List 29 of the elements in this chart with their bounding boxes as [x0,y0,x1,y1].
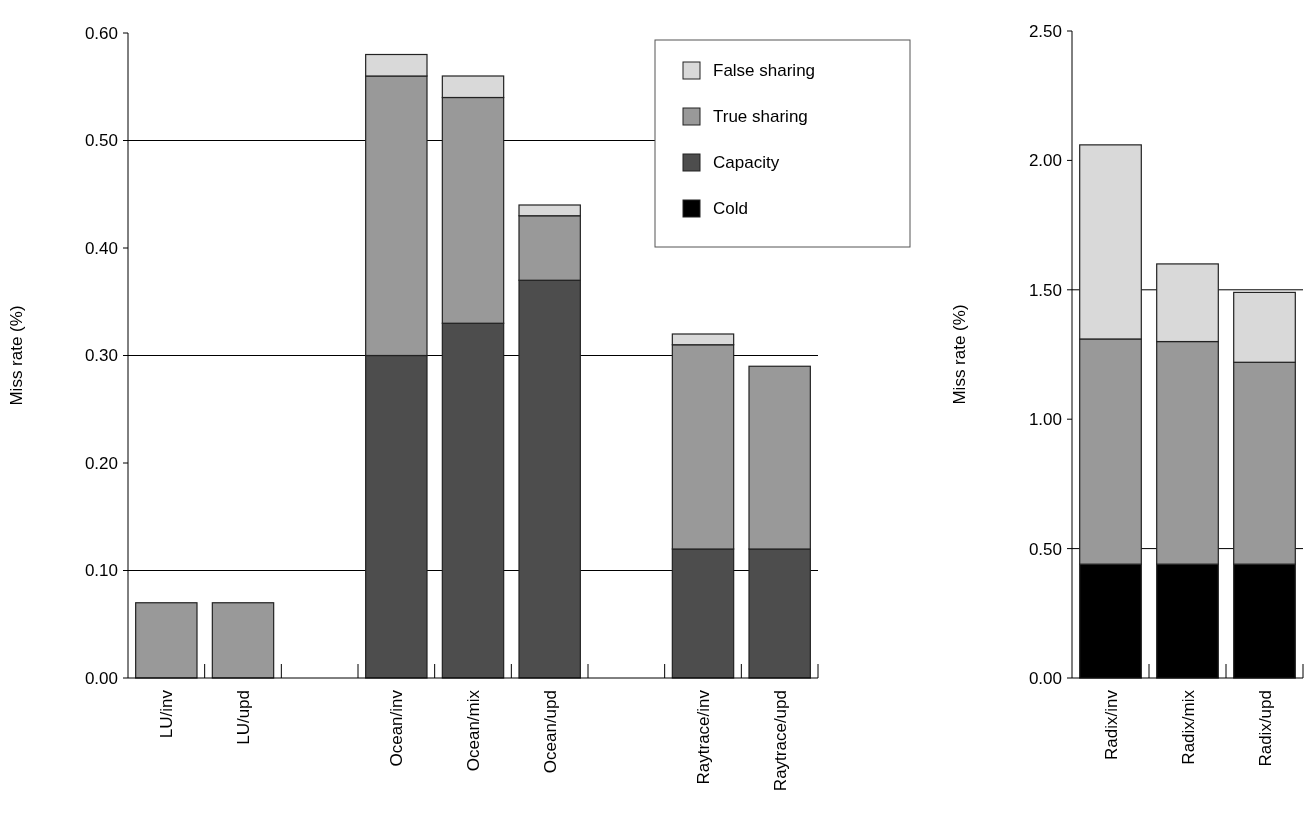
y-tick-label: 2.50 [1028,21,1062,41]
x-tick-label: Ocean/upd [540,690,560,774]
y-tick-label: 0.00 [1028,668,1062,688]
x-tick-label: LU/upd [234,690,253,745]
x-tick-label: LU/inv [157,689,177,739]
legend-label: False sharing [713,60,816,80]
x-tick-label: Radix/inv [1101,689,1121,760]
legend-label: True sharing [713,106,808,126]
y-tick-label: 0.30 [84,346,118,366]
y-axis-title: Miss rate (%) [7,305,26,406]
y-tick-label: 1.50 [1028,280,1062,300]
x-tick-label: Ocean/mix [464,689,483,772]
x-tick-label: Ocean/inv [387,689,407,767]
y-tick-label: 0.50 [1028,539,1062,559]
legend-label: Capacity [713,152,780,172]
y-tick-label: 0.50 [84,131,118,151]
x-tick-label: Radix/mix [1178,689,1198,765]
x-tick-label: Raytrace/upd [770,690,790,792]
y-tick-label: 0.40 [84,238,118,258]
x-tick-label: Raytrace/inv [694,689,713,785]
y-tick-label: 1.00 [1028,410,1062,430]
legend-label: Cold [713,198,748,218]
y-axis-title: Miss rate (%) [950,304,969,405]
y-tick-label: 0.20 [84,453,118,473]
y-tick-label: 0.00 [84,668,118,688]
x-tick-label: Radix/upd [1255,690,1275,767]
y-tick-label: 0.60 [84,23,118,43]
y-tick-label: 0.10 [84,561,118,581]
y-tick-label: 2.00 [1028,151,1062,171]
